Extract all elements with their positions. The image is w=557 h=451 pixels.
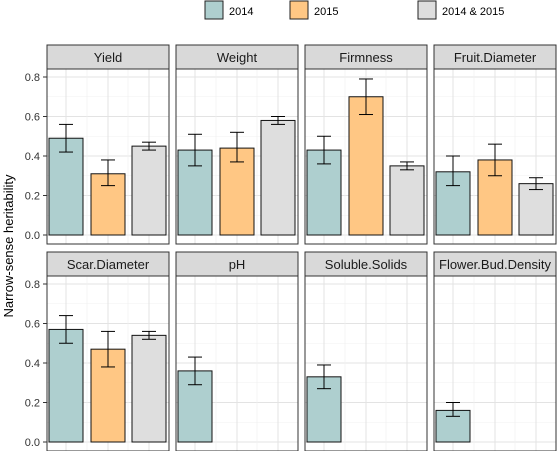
panel-border: [175, 68, 299, 245]
panel-grid: Yield 0.0 0.2 0.4 0.6 0.8 Weight Firmness Fruit.…: [25, 44, 557, 451]
bar-2014-2015: [131, 145, 167, 236]
panel-border: [175, 275, 299, 451]
panel-title: Fruit.Diameter: [454, 50, 537, 65]
panel-ph: pH: [175, 251, 299, 451]
panel-yield: Yield 0.0 0.2 0.4 0.6 0.8: [25, 44, 170, 245]
bar-2014: [48, 328, 84, 443]
bar-2014-2015: [518, 183, 554, 236]
panel-title: Scar.Diameter: [67, 257, 150, 272]
panel-title: pH: [229, 257, 246, 272]
panel-title: Weight: [217, 50, 258, 65]
y-tick-label: 0.8: [25, 279, 40, 291]
bar-2014-2015: [260, 119, 296, 236]
panel-border: [433, 68, 557, 245]
y-tick-label: 0.0: [25, 230, 40, 242]
y-tick-label: 0.2: [25, 398, 40, 410]
panel-strip: [304, 251, 428, 277]
panel-title: Firmness: [339, 50, 393, 65]
panel-strip: [433, 251, 557, 277]
y-tick-label: 0.6: [25, 112, 40, 124]
panel-fruit-diameter: Fruit.Diameter: [433, 44, 557, 245]
panel-weight: Weight: [175, 44, 299, 245]
bar-2014-2015: [389, 165, 425, 236]
panel-strip: [46, 251, 170, 277]
legend-swatch-2014: [204, 0, 224, 20]
panel-strip: [304, 44, 428, 70]
bar-2014-2015: [131, 334, 167, 443]
bar-2015: [219, 147, 255, 236]
panel-strip: [433, 44, 557, 70]
panel-soluble-solids: Soluble.Solids: [304, 251, 428, 451]
y-tick-label: 0.2: [25, 191, 40, 203]
y-tick-label: 0.8: [25, 72, 40, 84]
y-tick-label: 0.4: [25, 151, 40, 163]
panel-title: Yield: [94, 50, 122, 65]
panel-border: [433, 275, 557, 451]
panel-border: [304, 275, 428, 451]
panel-scar-diameter: Scar.Diameter 0.0 0.2 0.4 0.6 0.8: [25, 251, 170, 451]
legend: 2014 2015 2014 & 2015: [204, 0, 504, 20]
bar-2015: [348, 96, 384, 236]
legend-swatch-2015: [289, 0, 309, 20]
bar-2014: [48, 137, 84, 236]
panel-firmness: Firmness: [304, 44, 428, 245]
panel-strip: [46, 44, 170, 70]
panel-title: Flower.Bud.Density: [439, 257, 551, 272]
y-tick-label: 0.4: [25, 358, 40, 370]
y-tick-label: 0.6: [25, 319, 40, 331]
legend-swatch-2014-2015: [417, 0, 437, 20]
legend-label-2015: 2015: [314, 6, 338, 18]
y-axis-label: Narrow-sense heritability: [1, 174, 16, 318]
panel-flower-bud-density: Flower.Bud.Density: [433, 251, 557, 451]
y-tick-label: 0.0: [25, 437, 40, 449]
legend-label-2014-2015: 2014 & 2015: [442, 6, 504, 18]
legend-label-2014: 2014: [229, 6, 253, 18]
panel-title: Soluble.Solids: [325, 257, 408, 272]
panel-border: [304, 68, 428, 245]
